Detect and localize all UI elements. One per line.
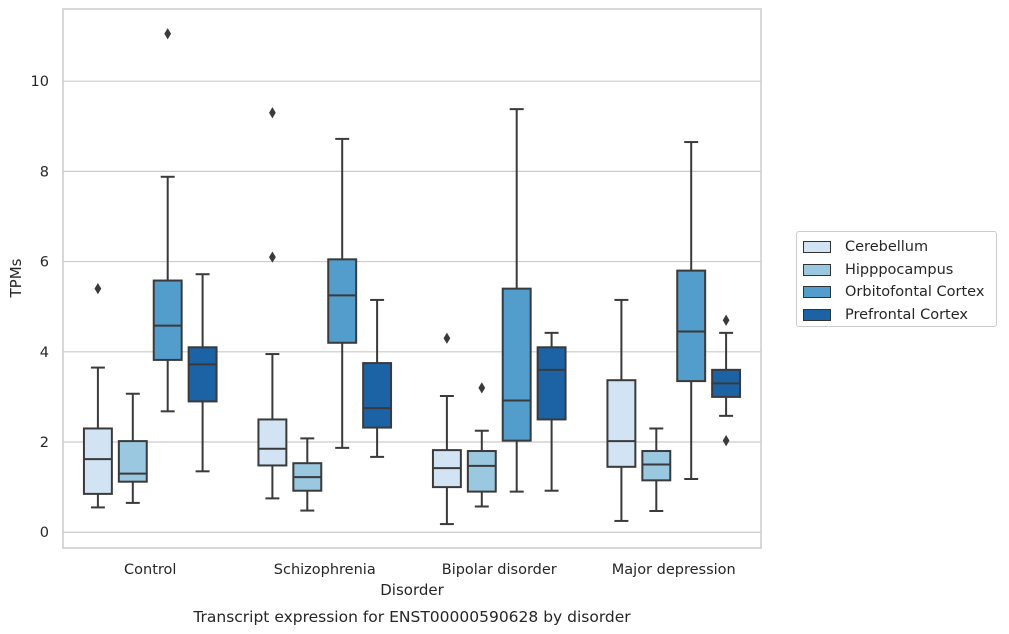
box-iqr [676,269,707,383]
box-cerebellum [606,298,637,522]
x-tick-label: Bipolar disorder [442,562,557,578]
box-iqr [466,450,497,493]
x-tick-label: Schizophrenia [274,562,376,578]
box-prefrontal-cortex [187,273,218,473]
box-prefrontal-cortex [362,298,393,458]
box-orbitofontal-cortex [676,141,707,480]
box-iqr [501,287,532,442]
box-iqr [327,258,358,344]
outlier-point [478,382,486,394]
outlier-point [722,314,730,326]
y-tick-label: 4 [40,345,49,361]
y-axis-label: TPMs [7,258,25,298]
x-tick-label: Major depression [612,562,736,578]
box-cerebellum [257,107,288,500]
box-iqr [641,450,672,482]
x-tick-label: Control [124,562,176,578]
legend-swatch [803,263,831,276]
legend-swatch [803,286,831,299]
y-tick-label: 8 [40,164,49,180]
y-tick-label: 0 [40,525,49,541]
box-prefrontal-cortex [711,314,742,447]
plot-area-frame [62,8,762,549]
box-prefrontal-cortex [536,331,567,492]
box-iqr [257,418,288,467]
outlier-point [269,107,276,119]
box-iqr [82,427,113,495]
legend-swatch [803,241,831,254]
outlier-point [269,251,276,263]
legend-label: Cerebellum [845,239,929,256]
legend-swatch [803,308,831,321]
legend-item: Hipppocampus [803,259,996,282]
box-series [82,28,742,526]
box-iqr [117,440,148,483]
y-tick-label: 2 [40,435,49,451]
y-tick-label: 6 [40,255,49,271]
outlier-point [164,28,172,40]
legend: Cerebellum Hipppocampus Orbitofontal Corte… [796,231,997,327]
outlier-point [94,283,102,295]
box-hipppocampus [292,437,323,512]
legend-item: Orbitofontal Cortex [803,281,996,304]
y-tick-labels: 0 2 4 6 8 10 [31,74,49,541]
legend-label: Orbitofontal Cortex [845,284,985,301]
outlier-point [443,332,451,344]
legend-label: Prefrontal Cortex [845,306,968,323]
outlier-point [722,435,730,447]
box-hipppocampus [641,427,672,513]
box-cerebellum [431,332,462,526]
legend-label: Hipppocampus [845,261,954,278]
y-tick-label: 10 [31,74,49,90]
box-hipppocampus [466,382,497,508]
box-iqr [152,279,183,361]
box-cerebellum [82,283,113,509]
x-axis-label: Disorder [380,581,444,599]
box-hipppocampus [117,392,148,504]
box-orbitofontal-cortex [327,137,358,449]
box-orbitofontal-cortex [152,28,183,413]
legend-item: Cerebellum [803,236,996,259]
chart-caption: Transcript expression for ENST0000059062… [192,608,631,626]
box-iqr [606,379,637,468]
box-orbitofontal-cortex [501,108,532,493]
x-tick-labels: Control Schizophrenia Bipolar disorder Majo… [124,562,736,578]
legend-item: Prefrontal Cortex [803,304,996,327]
box-iqr [362,362,393,429]
box-iqr [536,346,567,421]
box-iqr [187,346,218,403]
